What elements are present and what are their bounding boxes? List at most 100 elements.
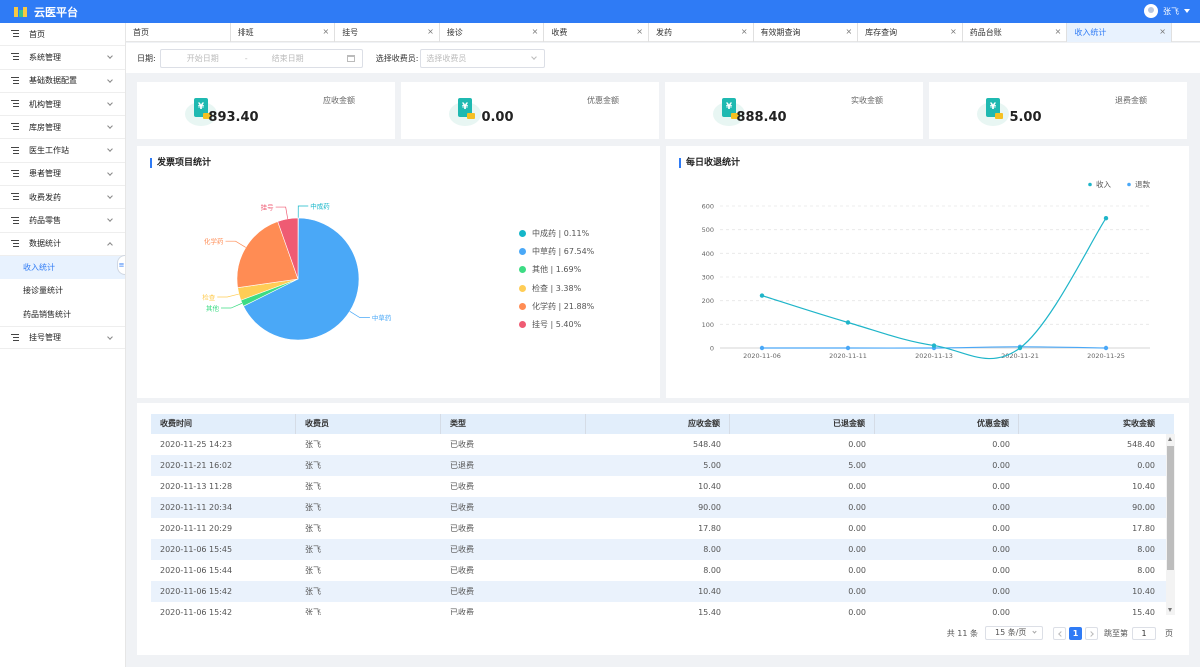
column-header[interactable]: 已退金额 xyxy=(730,414,875,434)
pie-legend-item[interactable]: 中草药 | 67.54% xyxy=(519,246,594,257)
sidebar-item-1[interactable]: 系统管理 xyxy=(0,46,125,70)
table-scrollbar[interactable] xyxy=(1166,434,1175,615)
menu-list-icon xyxy=(11,193,21,201)
cashier-select[interactable]: 选择收费员 xyxy=(420,48,546,68)
tab-5[interactable]: 发药 × xyxy=(649,23,754,42)
sidebar-item-6[interactable]: 患者管理 xyxy=(0,163,125,187)
table-row[interactable]: 2020-11-11 20:29 张飞 已收费 17.80 0.00 0.00 17.80 xyxy=(151,518,1174,539)
table-cell: 已收费 xyxy=(450,608,474,615)
legend-label: 挂号 | 5.40% xyxy=(532,320,582,329)
sidebar-item-5[interactable]: 医生工作站 xyxy=(0,139,125,163)
close-icon[interactable]: × xyxy=(322,27,330,36)
tab-1[interactable]: 排班 × xyxy=(231,23,336,42)
pie-legend-item[interactable]: 其他 | 1.69% xyxy=(519,264,581,275)
pie-slice-4[interactable] xyxy=(236,221,299,289)
column-header[interactable]: 优惠金额 xyxy=(875,414,1019,434)
tab-8[interactable]: 药品台账 × xyxy=(963,23,1068,42)
tab-4[interactable]: 收费 × xyxy=(544,23,649,42)
tab-2[interactable]: 挂号 × xyxy=(335,23,440,42)
pie-slice-5[interactable] xyxy=(277,217,299,280)
scroll-up-icon[interactable] xyxy=(1168,437,1172,441)
filter-bar: 日期: 开始日期 - 结束日期 选择收费员: 选择收费员 xyxy=(126,43,1200,73)
sidebar-item-label: 首页 xyxy=(29,29,45,39)
tab-3[interactable]: 接诊 × xyxy=(440,23,545,42)
sidebar-item-4[interactable]: 库房管理 xyxy=(0,116,125,140)
column-header[interactable]: 类型 xyxy=(441,414,586,434)
data-point[interactable] xyxy=(759,293,765,298)
table-row[interactable]: 2020-11-06 15:42 张飞 已收费 15.40 0.00 0.00 15.40 xyxy=(151,602,1174,615)
data-point[interactable] xyxy=(1103,216,1109,221)
close-icon[interactable]: × xyxy=(1054,27,1062,36)
start-date-input[interactable]: 开始日期 xyxy=(186,53,219,63)
data-point[interactable] xyxy=(845,320,851,325)
tab-6[interactable]: 有效期查询 × xyxy=(754,23,859,42)
logo-icon xyxy=(14,5,28,19)
tab-0[interactable]: 首页 xyxy=(126,23,231,42)
sidebar-subitem-1[interactable]: 接诊量统计 xyxy=(23,286,63,296)
close-icon[interactable]: × xyxy=(845,27,853,36)
page-size-select[interactable]: 15 条/页 xyxy=(985,626,1043,640)
legend-label: 中成药 | 0.11% xyxy=(532,229,590,238)
collapse-sidebar-button[interactable]: ≡ xyxy=(117,255,125,275)
sidebar-item-0[interactable]: 首页 xyxy=(0,23,125,47)
line-legend-label[interactable]: 收入 xyxy=(1096,179,1112,189)
pie-legend-item[interactable]: 中成药 | 0.11% xyxy=(519,228,589,239)
sidebar-item-registration[interactable]: 挂号管理 xyxy=(0,325,125,350)
tab-9[interactable]: 收入统计 × xyxy=(1067,23,1172,42)
user-menu[interactable]: 张飞 xyxy=(1144,4,1190,18)
table-cell: 0.00 xyxy=(1137,461,1155,470)
table-row[interactable]: 2020-11-06 15:45 张飞 已收费 8.00 0.00 0.00 8.00 xyxy=(151,539,1174,560)
table-row[interactable]: 2020-11-25 14:23 张飞 已收费 548.40 0.00 0.00 548.4… xyxy=(151,434,1174,455)
sidebar-item-3[interactable]: 机构管理 xyxy=(0,93,125,117)
goto-page-input[interactable]: 1 xyxy=(1132,626,1156,640)
y-tick-label: 500 xyxy=(702,226,714,234)
next-page-button[interactable] xyxy=(1085,626,1098,640)
sidebar-subitem-0[interactable]: 收入统计 xyxy=(0,255,125,280)
menu-icon: ≡ xyxy=(118,261,125,269)
scroll-thumb[interactable] xyxy=(1167,446,1174,570)
data-point[interactable] xyxy=(931,343,937,348)
line-legend-label[interactable]: 退款 xyxy=(1135,179,1151,189)
close-icon[interactable]: × xyxy=(427,27,434,36)
data-point[interactable] xyxy=(1103,345,1109,351)
close-icon[interactable]: × xyxy=(740,27,748,36)
sidebar-item-8[interactable]: 药品零售 xyxy=(0,209,125,233)
date-range-picker[interactable]: 开始日期 - 结束日期 xyxy=(159,48,363,68)
column-header[interactable]: 收费员 xyxy=(296,414,441,434)
data-point[interactable] xyxy=(759,345,765,351)
column-header[interactable]: 收费时间 xyxy=(151,414,296,434)
legend-label: 其他 | 1.69% xyxy=(532,265,582,275)
table-row[interactable]: 2020-11-11 20:34 张飞 已收费 90.00 0.00 0.00 90.00 xyxy=(151,497,1174,518)
sidebar-item-2[interactable]: 基础数据配置 xyxy=(0,70,125,93)
sidebar-subitem-2[interactable]: 药品销售统计 xyxy=(23,309,71,319)
column-header[interactable]: 应收金额 xyxy=(586,414,730,434)
sidebar-item-7[interactable]: 收费发药 xyxy=(0,186,125,210)
table-row[interactable]: 2020-11-06 15:44 张飞 已收费 8.00 0.00 0.00 8.00 xyxy=(151,560,1174,581)
scroll-down-icon[interactable] xyxy=(1168,608,1172,612)
pie-slice-1[interactable] xyxy=(242,217,360,341)
stat-value: 0.00 xyxy=(481,110,514,125)
table-row[interactable]: 2020-11-13 11:28 张飞 已收费 10.40 0.00 0.00 10.40 xyxy=(151,476,1174,497)
pie-legend-item[interactable]: 化学药 | 21.88% xyxy=(519,301,594,312)
sidebar-item-9[interactable]: 数据统计 xyxy=(0,233,125,256)
table-row[interactable]: 2020-11-06 15:42 张飞 已收费 10.40 0.00 0.00 10.40 xyxy=(151,581,1174,602)
prev-page-button[interactable] xyxy=(1053,626,1066,640)
series-line-0 xyxy=(761,217,1107,360)
tab-label: 库存查询 xyxy=(865,28,898,37)
line-chart: 0 100 200 300 400 500 600 2020-11-06 2020-11-11 2… xyxy=(702,179,1151,360)
end-date-input[interactable]: 结束日期 xyxy=(271,53,304,63)
data-point[interactable] xyxy=(1017,345,1023,351)
close-icon[interactable]: × xyxy=(1159,27,1166,36)
close-icon[interactable]: × xyxy=(531,27,539,36)
tab-7[interactable]: 库存查询 × xyxy=(858,23,963,42)
close-icon[interactable]: × xyxy=(636,27,643,36)
table-cell: 2020-11-11 20:34 xyxy=(160,503,233,512)
pie-legend-item[interactable]: 挂号 | 5.40% xyxy=(519,319,581,330)
table-row[interactable]: 2020-11-21 16:02 张飞 已退费 5.00 5.00 0.00 0.00 xyxy=(151,455,1174,476)
data-point[interactable] xyxy=(845,345,851,351)
pie-legend-item[interactable]: 检查 | 3.38% xyxy=(519,283,581,294)
column-header[interactable]: 实收金额 xyxy=(1123,419,1155,428)
close-icon[interactable]: × xyxy=(950,27,957,36)
stat-label: 优惠金额 xyxy=(587,96,619,105)
page-number-1[interactable]: 1 xyxy=(1069,626,1082,640)
